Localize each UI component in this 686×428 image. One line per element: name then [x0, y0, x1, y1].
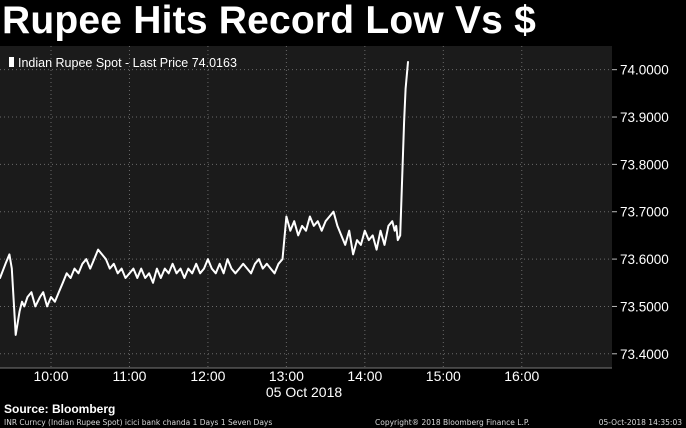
legend-label: Indian Rupee Spot - Last Price 74.0163	[18, 56, 237, 70]
x-tick-label: 12:00	[190, 368, 225, 384]
y-tick-label: 73.4000	[620, 347, 669, 362]
footer-right-text: 05-Oct-2018 14:35:03	[598, 418, 682, 427]
chart: 73.4000 73.5000 73.6000 73.7000 73.8000 73.90…	[0, 46, 669, 400]
y-axis: 73.4000 73.5000 73.6000 73.7000 73.8000 73.90…	[612, 63, 669, 362]
x-axis: 10:00 11:00 12:00 13:00 14:00 15:00 16:00	[33, 368, 539, 384]
grid-lines	[0, 46, 612, 368]
x-tick-label: 14:00	[347, 368, 382, 384]
y-tick-label: 73.8000	[620, 157, 669, 172]
y-tick-label: 73.7000	[620, 205, 669, 220]
chart-title: Rupee Hits Record Low Vs $	[2, 0, 536, 42]
x-tick-label: 13:00	[269, 368, 304, 384]
footer-center-text: Copyright® 2018 Bloomberg Finance L.P.	[375, 418, 530, 427]
plot-area	[0, 46, 612, 368]
x-tick-label: 16:00	[504, 368, 539, 384]
footer-bar: INR Curncy (Indian Rupee Spot) icici ban…	[0, 417, 686, 428]
x-tick-label: 11:00	[112, 368, 146, 384]
legend-marker	[9, 57, 14, 67]
y-tick-label: 73.6000	[620, 252, 669, 267]
x-tick-label: 15:00	[426, 368, 461, 384]
y-tick-label: 73.9000	[620, 110, 669, 125]
y-tick-label: 73.5000	[620, 299, 669, 314]
series-layer	[0, 61, 409, 336]
x-axis-date-label: 05 Oct 2018	[266, 384, 342, 400]
y-tick-label: 74.0000	[620, 63, 669, 78]
source-label: Source: Bloomberg	[4, 402, 116, 416]
x-tick-label: 10:00	[33, 368, 68, 384]
legend: Indian Rupee Spot - Last Price 74.0163	[9, 56, 237, 70]
footer-left-text: INR Curncy (Indian Rupee Spot) icici ban…	[4, 418, 273, 427]
series-line	[0, 61, 409, 336]
